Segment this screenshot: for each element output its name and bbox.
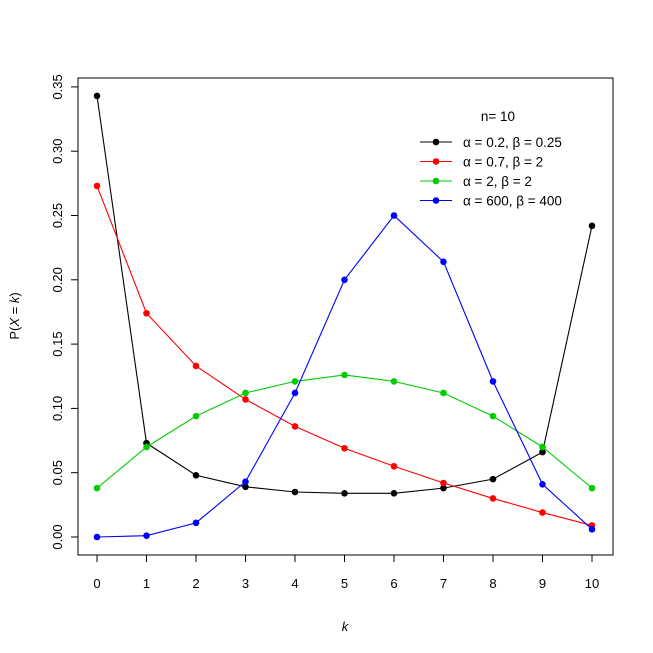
y-tick-label: 0.25: [50, 203, 65, 228]
x-tick-label: 2: [192, 576, 199, 591]
data-point: [242, 483, 249, 491]
data-point: [489, 412, 497, 420]
data-point: [242, 396, 249, 403]
data-point: [440, 484, 447, 492]
data-point: [539, 480, 546, 488]
x-tick-label: 7: [440, 576, 447, 591]
y-tick-label: 0.20: [50, 267, 65, 292]
y-tick-label: 0.35: [50, 74, 65, 99]
x-tick-label: 8: [489, 576, 496, 591]
data-point: [588, 222, 596, 230]
series-layer: [93, 92, 596, 541]
data-point: [341, 371, 348, 379]
x-axis-label: k: [342, 619, 350, 634]
y-axis-label: P(X = k): [7, 292, 22, 339]
legend-marker: [432, 158, 440, 165]
x-tick-label: 4: [291, 576, 298, 591]
data-point: [539, 509, 546, 516]
x-tick-label: 6: [390, 576, 397, 591]
legend-item: α = 600, β = 400: [420, 194, 562, 209]
data-point: [539, 443, 546, 451]
data-point: [588, 525, 596, 533]
data-point: [93, 533, 101, 541]
legend-label: α = 0.2, β = 0.25: [463, 135, 562, 150]
legend-title: n= 10: [481, 109, 515, 124]
data-point: [291, 488, 299, 496]
data-point: [390, 489, 398, 497]
y-axis: 0.00 0.05 0.10 0.15 0.20 0.25 0.30 0.35: [50, 74, 79, 550]
data-point: [341, 444, 348, 452]
legend-item: α = 2, β = 2: [420, 174, 532, 189]
y-tick-label: 0.00: [50, 524, 65, 549]
legend-marker: [432, 197, 440, 204]
data-point: [93, 484, 101, 492]
x-tick-label: 3: [242, 576, 249, 591]
legend-item: α = 0.2, β = 0.25: [420, 135, 562, 150]
data-point: [291, 423, 299, 430]
legend-label: α = 2, β = 2: [463, 174, 532, 189]
data-point: [291, 378, 299, 385]
y-tick-label: 0.05: [50, 460, 65, 485]
data-point: [242, 389, 249, 397]
data-point: [489, 495, 497, 502]
series-1: [93, 92, 596, 497]
data-point: [192, 519, 200, 527]
series-3: [93, 371, 596, 492]
data-point: [440, 258, 447, 266]
data-point: [93, 92, 101, 100]
data-point: [93, 182, 101, 190]
data-point: [440, 389, 447, 397]
data-point: [489, 475, 497, 483]
data-point: [390, 378, 398, 385]
series-4: [93, 212, 596, 541]
data-point: [539, 448, 546, 456]
data-point: [440, 479, 447, 487]
data-point: [291, 389, 299, 397]
data-point: [390, 462, 398, 470]
data-point: [390, 212, 398, 219]
data-point: [143, 443, 150, 451]
legend-label: α = 0.7, β = 2: [463, 155, 543, 170]
legend-label: α = 600, β = 400: [463, 194, 562, 209]
legend-item: α = 0.7, β = 2: [420, 155, 543, 170]
data-point: [143, 532, 150, 540]
data-point: [242, 478, 249, 486]
y-tick-label: 0.30: [50, 139, 65, 164]
data-point: [588, 484, 596, 492]
data-point: [489, 378, 497, 385]
data-point: [192, 471, 200, 479]
y-tick-label: 0.10: [50, 396, 65, 421]
x-tick-label: 9: [539, 576, 546, 591]
data-point: [341, 276, 348, 284]
data-point: [341, 489, 348, 497]
y-tick-label: 0.15: [50, 331, 65, 356]
data-point: [192, 362, 200, 370]
series-2: [93, 182, 596, 529]
x-tick-label: 5: [341, 576, 348, 591]
x-tick-label: 1: [143, 576, 150, 591]
legend: n= 10 α = 0.2, β = 0.25 α = 0.7, β = 2 α = …: [420, 109, 562, 209]
data-point: [143, 309, 150, 317]
x-axis: 0 1 2 3 4 5 6 7 8 9 10: [93, 554, 599, 591]
data-point: [192, 412, 200, 420]
legend-marker: [432, 138, 440, 146]
x-tick-label: 10: [585, 576, 599, 591]
legend-marker: [432, 177, 440, 185]
x-tick-label: 0: [93, 576, 100, 591]
